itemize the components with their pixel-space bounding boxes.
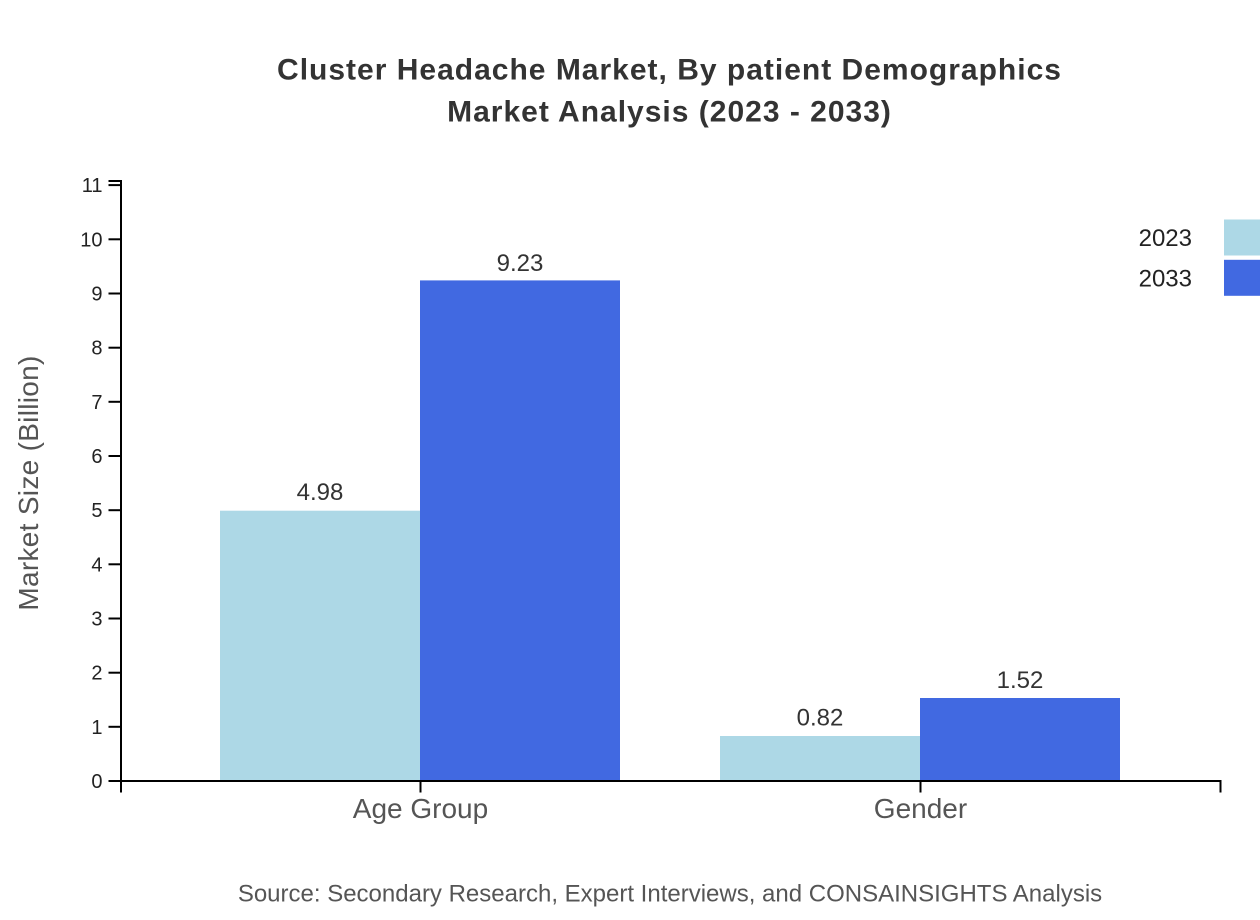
svg-text:Source: Secondary Research, Ex: Source: Secondary Research, Expert Inter… (238, 881, 1102, 908)
svg-text:8: 8 (91, 338, 102, 360)
svg-text:1: 1 (91, 717, 102, 739)
svg-text:3: 3 (91, 609, 102, 631)
svg-text:Market Analysis (2023 - 2033): Market Analysis (2023 - 2033) (447, 96, 892, 129)
svg-text:2023: 2023 (1139, 225, 1192, 252)
svg-text:Market Size (Billion): Market Size (Billion) (13, 355, 44, 610)
svg-text:Gender: Gender (874, 793, 967, 824)
svg-text:5: 5 (91, 500, 102, 522)
svg-text:0: 0 (91, 771, 102, 793)
svg-text:10: 10 (80, 229, 102, 251)
svg-text:2: 2 (91, 663, 102, 685)
svg-text:0.82: 0.82 (797, 705, 844, 732)
svg-text:4.98: 4.98 (297, 479, 344, 506)
svg-text:6: 6 (91, 446, 102, 468)
svg-text:9: 9 (91, 284, 102, 306)
svg-text:9.23: 9.23 (497, 250, 544, 277)
svg-text:Cluster Headache Market, By pa: Cluster Headache Market, By patient Demo… (277, 54, 1062, 87)
svg-text:7: 7 (91, 392, 102, 414)
svg-text:Age Group: Age Group (353, 793, 488, 824)
svg-text:11: 11 (82, 175, 103, 197)
svg-text:1.52: 1.52 (997, 667, 1044, 694)
svg-text:2033: 2033 (1139, 265, 1192, 292)
svg-text:4: 4 (91, 554, 102, 576)
